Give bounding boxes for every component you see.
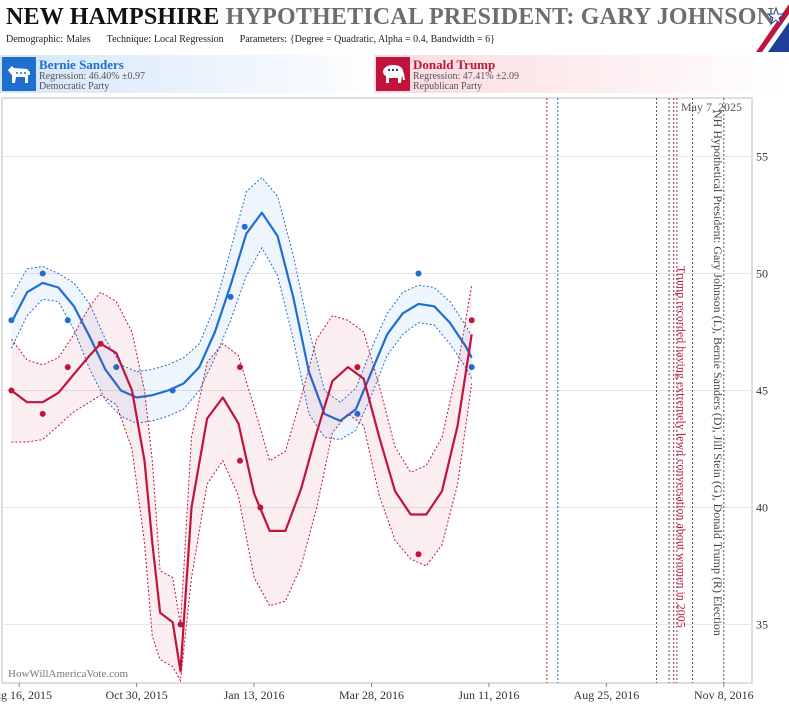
y-tick-label: 40 <box>756 501 768 515</box>
demographic-value: Males <box>66 34 91 45</box>
poll-point <box>8 387 15 394</box>
candidate-regression: Regression: 46.40% ±0.97 <box>39 71 146 82</box>
band-upper-line <box>10 176 473 403</box>
series-trump <box>8 285 475 683</box>
candidate-regression: Regression: 47.41% ±2.09 <box>413 71 520 82</box>
trend-line <box>10 334 473 673</box>
poll-point <box>8 317 15 324</box>
x-tick-label: Nov 8, 2016 <box>694 688 754 702</box>
poll-point <box>39 410 46 417</box>
x-tick-label: Aug 25, 2016 <box>574 688 640 702</box>
poll-point <box>236 457 243 464</box>
poll-point <box>257 504 264 511</box>
band-lower-line <box>11 383 473 683</box>
event-annotation: Trump recorded having extremely lewd con… <box>675 266 689 628</box>
parameters-value: {Degree = Quadratic, Alpha = 0.4, Bandwi… <box>289 34 495 45</box>
page-title: NEW HAMPSHIRE HYPOTHETICAL PRESIDENT: GA… <box>6 4 774 31</box>
poll-point <box>354 410 361 417</box>
poll-point <box>39 270 46 277</box>
title-state: NEW HAMPSHIRE <box>6 4 220 30</box>
x-tick-label: Jan 13, 2016 <box>224 688 285 702</box>
elephant-icon <box>376 57 410 91</box>
candidate-panel-trump: Donald Trump Regression: 47.41% ±2.09 Re… <box>374 55 789 93</box>
candidate-party: Democratic Party <box>39 81 110 92</box>
technique-label: Technique: <box>106 34 151 45</box>
poll-point <box>415 551 422 558</box>
x-tick-label: Aug 16, 2015 <box>0 688 52 702</box>
y-tick-label: 35 <box>756 618 768 632</box>
poll-point <box>97 340 104 347</box>
poll-point <box>177 621 184 628</box>
y-tick-label: 55 <box>756 150 768 164</box>
poll-point <box>354 364 361 371</box>
y-tick-label: 45 <box>756 384 768 398</box>
poll-point <box>415 270 422 277</box>
side-title: NH Hypothetical President: Gary Johnson … <box>711 110 725 636</box>
poll-point <box>113 364 120 371</box>
y-tick-label: 50 <box>756 267 768 281</box>
poll-point <box>236 364 243 371</box>
poll-chart: 35 40 45 50 55 Aug 16, 2015 Oct 30, 2015 Jan 13… <box>0 97 768 702</box>
poll-point <box>169 387 176 394</box>
trend-line <box>10 211 473 422</box>
watermark: HowWillAmericaVote.com <box>8 668 128 680</box>
donkey-icon <box>2 57 36 91</box>
candidate-party: Republican Party <box>413 81 483 92</box>
x-tick-label: Mar 28, 2016 <box>339 688 404 702</box>
poll-point <box>468 364 475 371</box>
band-upper-line <box>10 285 473 625</box>
poll-point <box>241 223 248 230</box>
title-rest: HYPOTHETICAL PRESIDENT: GARY JOHNSON <box>225 4 775 30</box>
x-tick-label: Oct 30, 2015 <box>105 688 167 702</box>
flag-logo-icon <box>756 4 789 52</box>
candidate-panel-sanders: Bernie Sanders Regression: 46.40% ±0.97 … <box>0 55 390 93</box>
candidate-name: Donald Trump <box>413 57 496 72</box>
candidate-name: Bernie Sanders <box>39 57 124 72</box>
parameters-label: Parameters: <box>239 34 287 45</box>
x-tick-label: Jun 11, 2016 <box>458 688 519 702</box>
date-label: May 7, 2025 <box>681 100 742 114</box>
parameters-line: Demographic: Males Technique: Local Regress… <box>6 34 511 45</box>
confidence-band <box>11 177 472 440</box>
poll-point <box>227 293 234 300</box>
demographic-label: Demographic: <box>6 34 64 45</box>
confidence-band <box>11 285 472 681</box>
poll-point <box>468 317 475 324</box>
poll-point <box>64 364 71 371</box>
band-lower-line <box>10 246 473 441</box>
header: NEW HAMPSHIRE HYPOTHETICAL PRESIDENT: GA… <box>0 0 789 52</box>
technique-value: Local Regression <box>153 34 224 45</box>
series-sanders <box>8 176 475 441</box>
poll-point <box>64 317 71 324</box>
